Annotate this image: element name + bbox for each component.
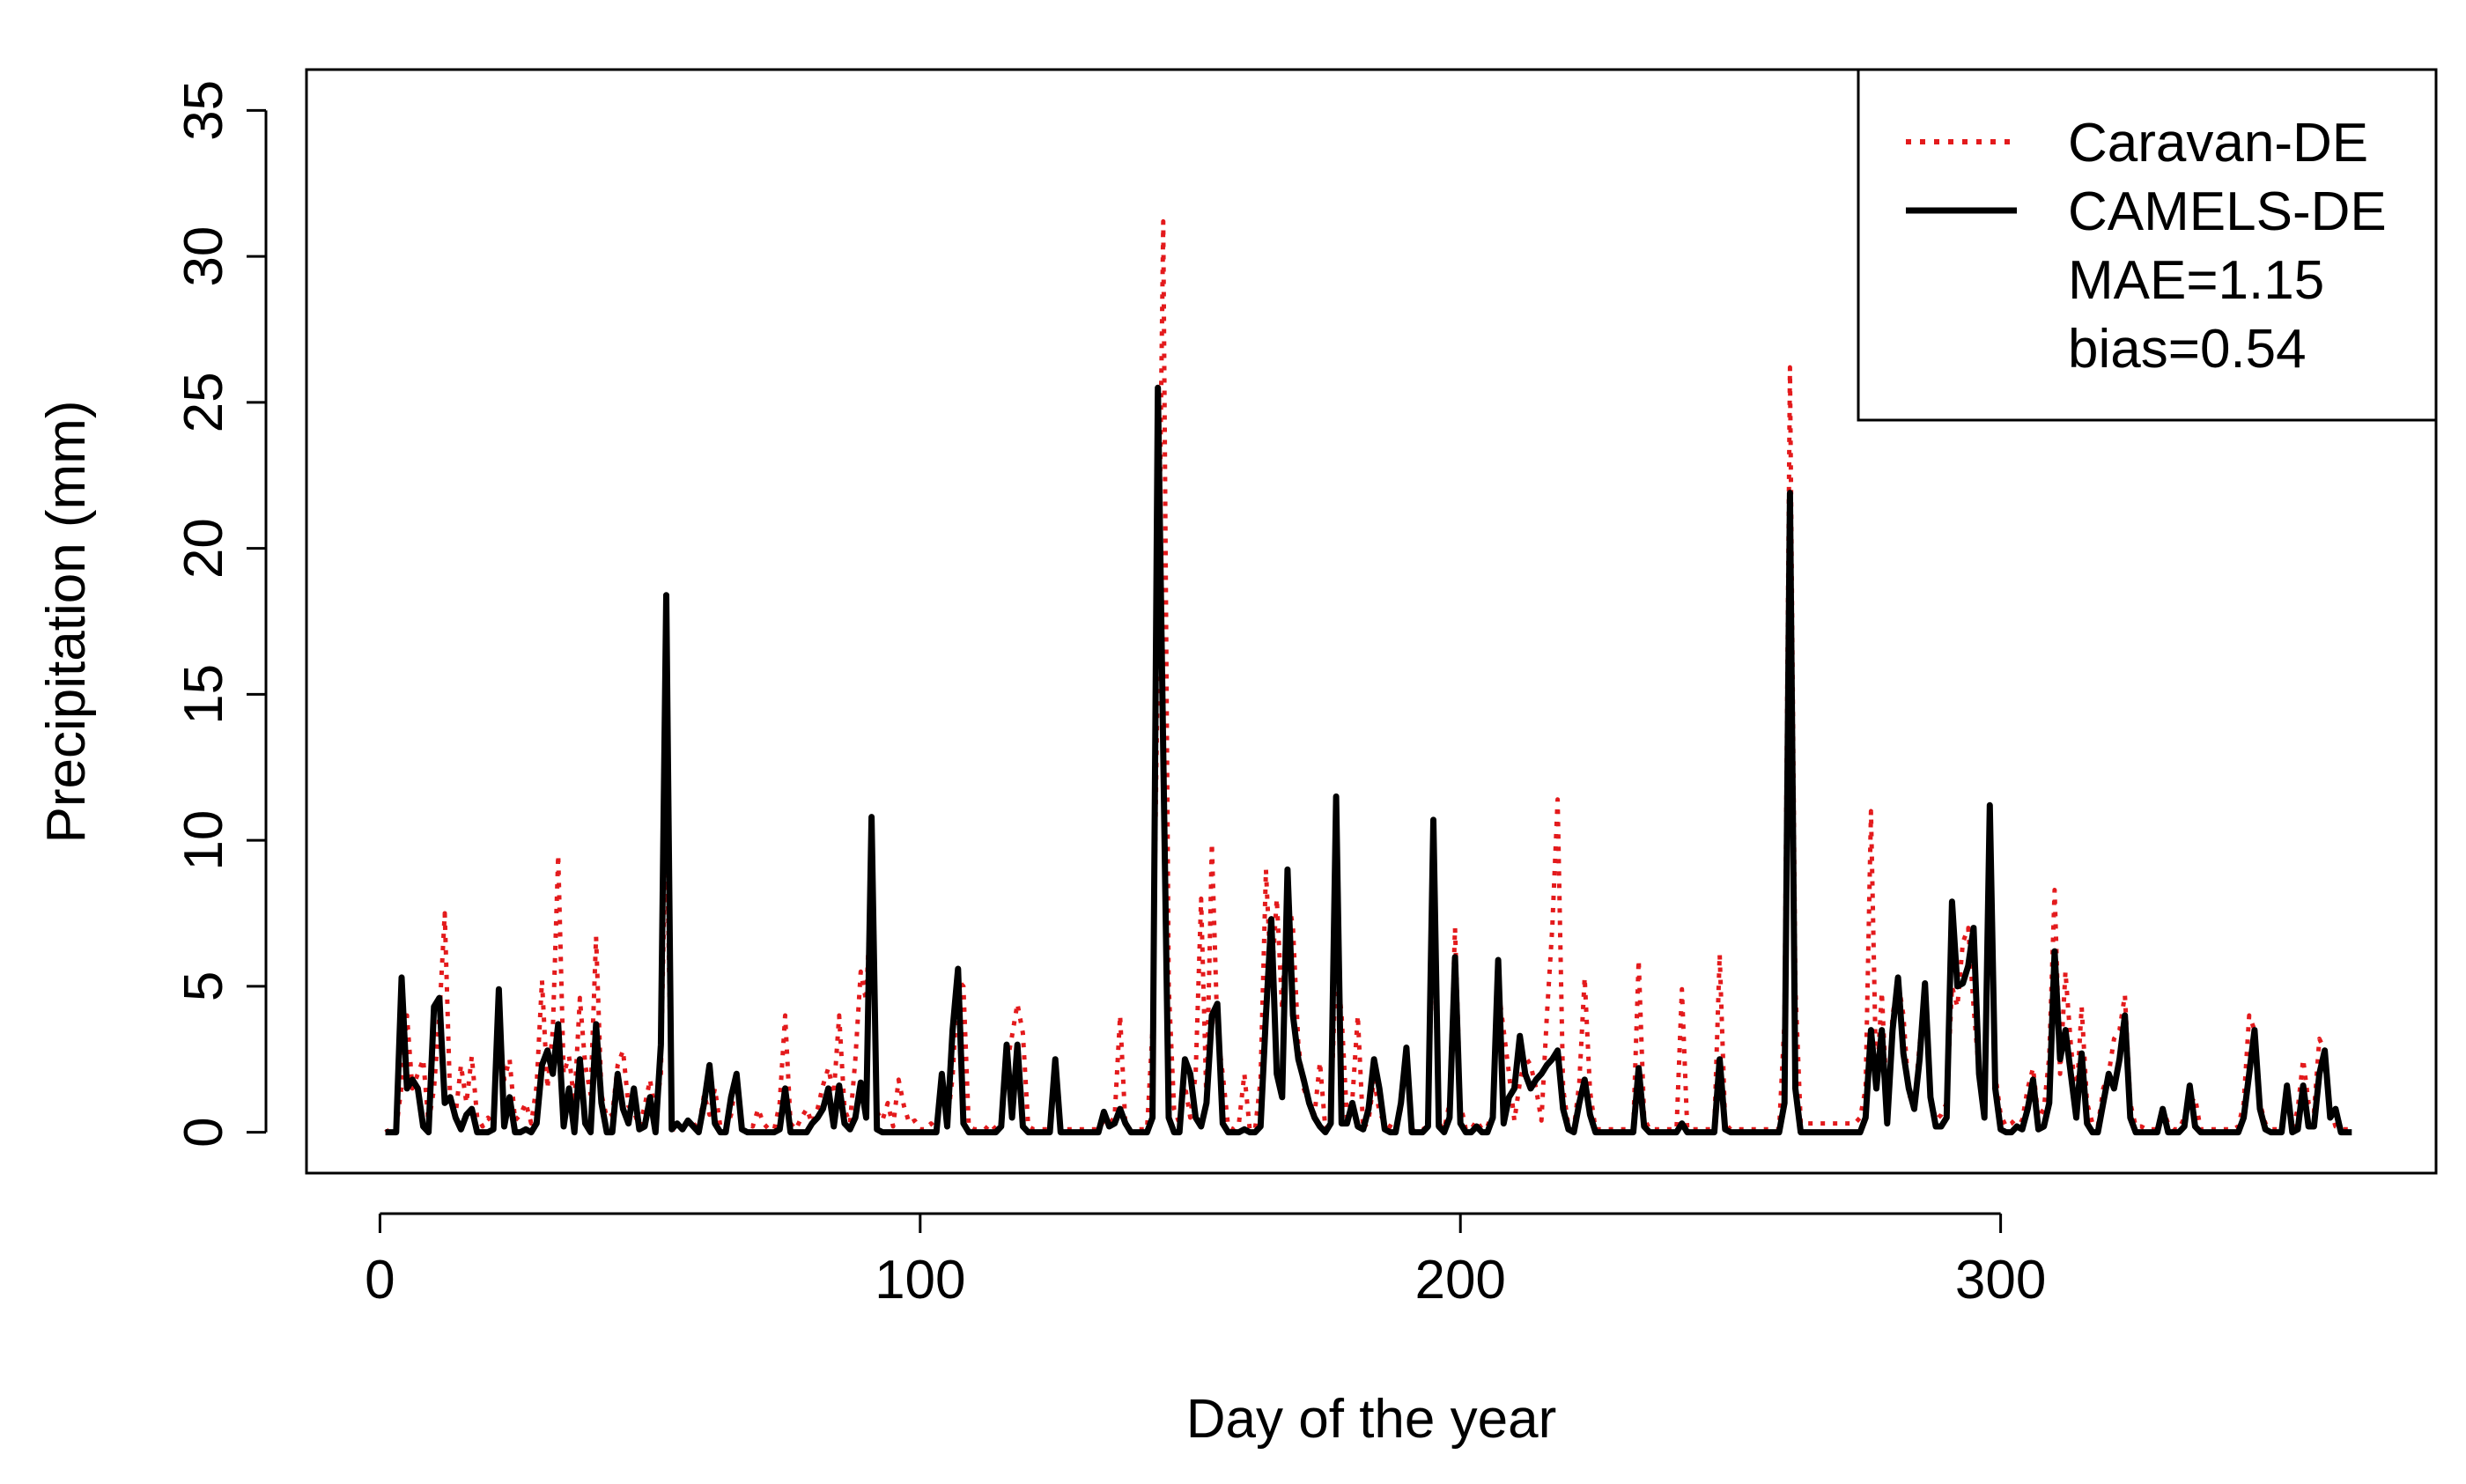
legend-bias: bias=0.54: [2068, 319, 2307, 380]
x-tick-label: 0: [365, 1250, 395, 1310]
y-axis: 0 5 10 15 20 25 30 35: [174, 80, 268, 1148]
y-tick-label: 25: [174, 372, 234, 432]
y-tick-label: 10: [174, 810, 234, 871]
y-tick-label: 15: [174, 664, 234, 725]
y-tick-label: 5: [174, 971, 234, 1001]
x-tick-label: 100: [875, 1250, 965, 1310]
x-tick-label: 200: [1414, 1250, 1505, 1310]
y-tick-label: 30: [174, 226, 234, 287]
series-line-camels: [385, 384, 2352, 1136]
legend-box: [1857, 68, 2438, 422]
x-axis: 0 100 200 300: [365, 1212, 2046, 1310]
legend: Caravan-DE CAMELS-DE MAE=1.15 bias=0.54: [1857, 68, 2438, 422]
y-tick-label: 35: [174, 80, 234, 141]
x-tick-label: 300: [1955, 1250, 2046, 1310]
legend-label-caravan: Caravan-DE: [2068, 113, 2368, 174]
plot-frame: [305, 68, 2438, 1175]
series-layer: [384, 218, 2352, 1136]
series-line-caravan: [384, 218, 2352, 1134]
y-tick-label: 20: [174, 518, 234, 579]
x-axis-label: Day of the year: [1186, 1389, 1556, 1450]
y-tick-label: 0: [174, 1117, 234, 1147]
legend-mae: MAE=1.15: [2068, 250, 2324, 311]
y-axis-label: Precipitation (mm): [36, 401, 97, 844]
legend-label-camels: CAMELS-DE: [2068, 181, 2387, 242]
